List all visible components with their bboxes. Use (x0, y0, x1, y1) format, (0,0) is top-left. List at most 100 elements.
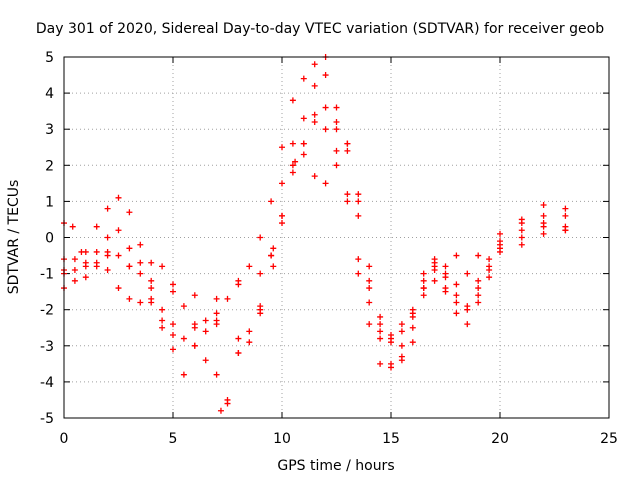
data-point (191, 292, 198, 299)
data-point (453, 252, 460, 259)
data-point (69, 223, 76, 230)
data-point (235, 281, 242, 288)
data-point (388, 364, 394, 371)
data-point (202, 328, 209, 335)
data-point (191, 324, 198, 331)
data-point (115, 227, 122, 234)
data-point (322, 72, 329, 79)
data-point (409, 313, 416, 320)
data-point (148, 259, 155, 266)
x-axis-tick-labels: 0 5 10 15 20 25 (60, 431, 618, 447)
data-point (475, 292, 482, 299)
data-point (93, 223, 100, 230)
data-point (217, 407, 224, 414)
data-point (333, 104, 340, 111)
data-point (170, 346, 176, 353)
data-point (344, 198, 351, 205)
data-point (213, 295, 220, 302)
data-point (475, 285, 482, 292)
series-track-5 (61, 140, 569, 414)
data-point (257, 270, 264, 277)
data-point (246, 339, 253, 346)
data-point (159, 306, 166, 313)
data-point (453, 299, 460, 306)
data-point (311, 173, 318, 180)
series-track-2 (61, 72, 569, 378)
data-point (180, 371, 187, 378)
y-tick-label: -4 (40, 375, 54, 391)
data-point (289, 162, 296, 169)
data-point (442, 285, 449, 292)
data-point (377, 335, 384, 342)
data-point (311, 61, 318, 68)
data-point (213, 371, 220, 378)
data-point (224, 295, 231, 302)
data-point (366, 299, 373, 306)
data-point (115, 252, 122, 259)
data-point (202, 357, 209, 364)
data-point (159, 324, 166, 331)
data-point (355, 212, 362, 219)
series-track-1 (61, 104, 569, 349)
data-point (170, 331, 176, 338)
data-point (486, 256, 493, 263)
data-point (486, 274, 493, 281)
data-point (126, 209, 133, 216)
x-tick-label: 0 (60, 431, 69, 447)
data-point (104, 205, 111, 212)
data-point (333, 126, 340, 133)
data-point (540, 230, 547, 237)
data-point (366, 321, 373, 328)
data-point (170, 281, 176, 288)
data-point (388, 335, 394, 342)
y-tick-label: 3 (45, 122, 54, 138)
data-point (497, 241, 503, 248)
data-point (366, 277, 373, 284)
data-point (377, 360, 384, 367)
x-tick-label: 25 (600, 431, 618, 447)
data-point (137, 241, 144, 248)
data-point (377, 313, 384, 320)
data-point (71, 266, 78, 273)
data-point (170, 288, 176, 295)
data-point (235, 350, 242, 357)
data-point (366, 263, 373, 270)
y-axis-tick-labels: 5 4 3 2 1 0 -1 -2 -3 -4 -5 (40, 50, 54, 427)
data-point (115, 285, 122, 292)
data-point (409, 324, 416, 331)
data-point (344, 140, 351, 147)
data-point (420, 292, 427, 299)
data-point (300, 140, 307, 147)
data-point (82, 248, 89, 255)
data-point (377, 321, 384, 328)
data-point (311, 82, 318, 89)
data-point (540, 212, 547, 219)
data-point (453, 281, 460, 288)
data-points (61, 54, 569, 414)
data-point (540, 223, 547, 230)
data-point (333, 147, 340, 154)
x-tick-label: 20 (491, 431, 509, 447)
data-point (300, 75, 307, 82)
data-point (115, 194, 122, 201)
data-point (246, 328, 253, 335)
data-point (497, 230, 503, 237)
data-point (518, 241, 525, 248)
data-point (170, 321, 176, 328)
x-tick-label: 5 (169, 431, 178, 447)
data-point (355, 270, 362, 277)
data-point (518, 216, 525, 223)
data-point (442, 270, 449, 277)
x-tick-label: 15 (382, 431, 400, 447)
data-point (333, 118, 340, 125)
data-point (420, 285, 427, 292)
data-point (562, 223, 569, 230)
y-tick-label: 5 (45, 50, 54, 66)
data-point (322, 126, 329, 133)
data-point (213, 310, 220, 317)
data-point (270, 245, 277, 252)
data-point (518, 227, 525, 234)
data-point (366, 285, 373, 292)
data-point (431, 259, 438, 266)
